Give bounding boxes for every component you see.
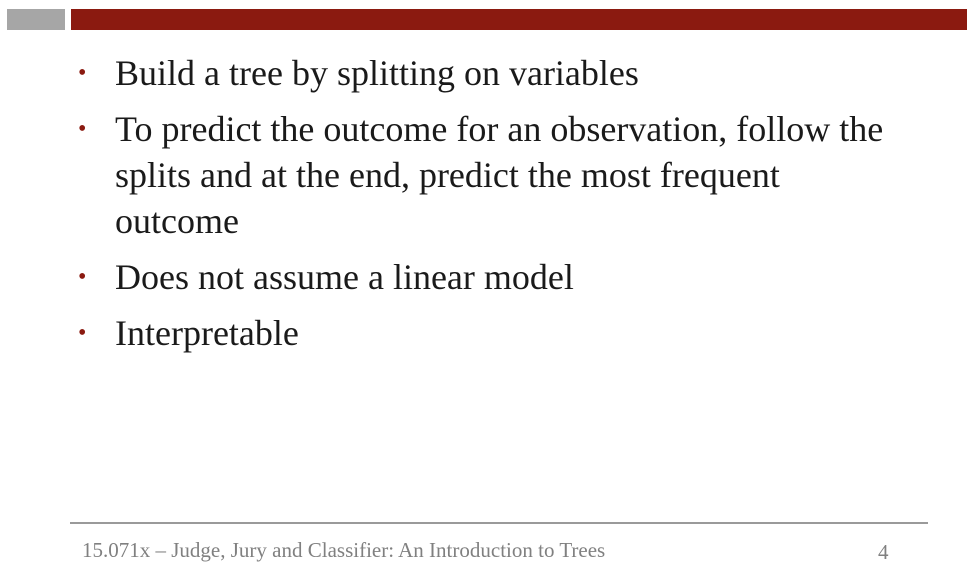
bullet-item: • Build a tree by splitting on variables <box>78 50 898 96</box>
bullet-dot-icon: • <box>78 320 87 346</box>
bullet-list: • Build a tree by splitting on variables… <box>78 50 898 366</box>
bullet-text: Does not assume a linear model <box>115 257 574 297</box>
footer-title: 15.071x – Judge, Jury and Classifier: An… <box>82 538 606 562</box>
header-accent-bar <box>71 9 967 30</box>
footer-divider <box>70 522 928 524</box>
bullet-item: • To predict the outcome for an observat… <box>78 106 898 244</box>
bullet-text: To predict the outcome for an observatio… <box>115 109 884 241</box>
bullet-text: Interpretable <box>115 313 299 353</box>
page-number: 4 <box>878 540 889 564</box>
bullet-item: • Interpretable <box>78 310 898 356</box>
bullet-dot-icon: • <box>78 116 87 142</box>
bullet-dot-icon: • <box>78 264 87 290</box>
header-gray-block <box>7 9 65 30</box>
bullet-dot-icon: • <box>78 60 87 86</box>
bullet-item: • Does not assume a linear model <box>78 254 898 300</box>
bullet-text: Build a tree by splitting on variables <box>115 53 639 93</box>
